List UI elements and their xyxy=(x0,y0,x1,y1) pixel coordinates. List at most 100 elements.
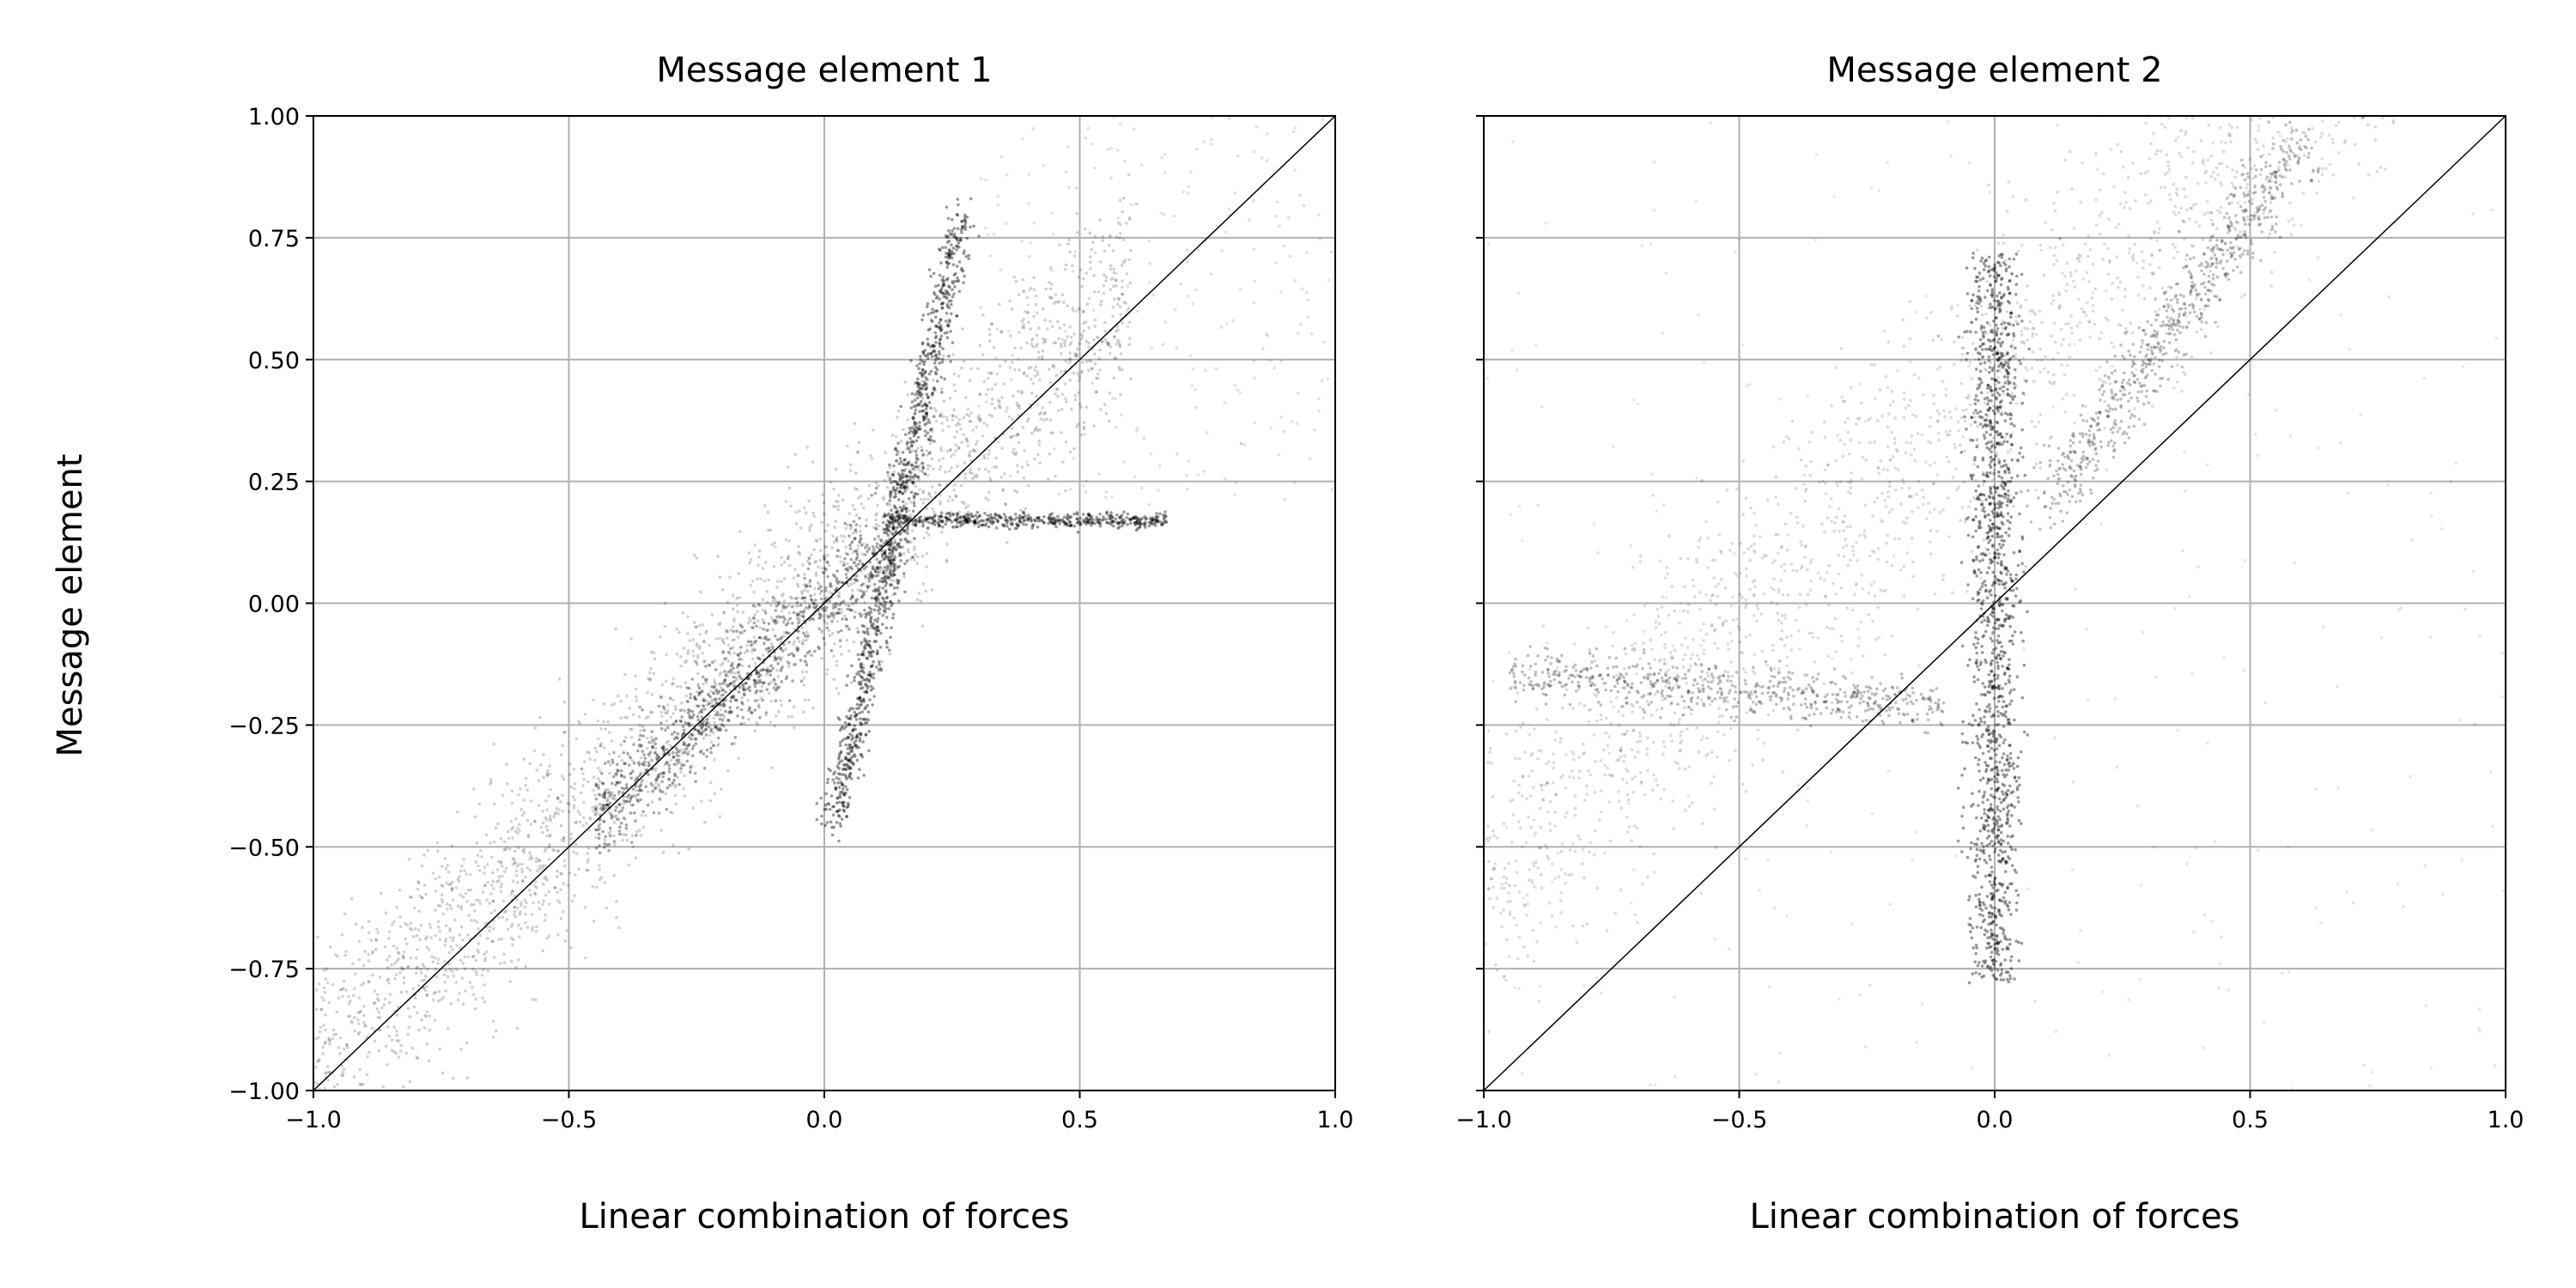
data-point xyxy=(866,686,870,690)
data-point xyxy=(598,826,602,830)
data-point xyxy=(702,736,706,740)
data-point xyxy=(723,703,726,707)
data-point xyxy=(802,610,805,614)
data-point xyxy=(888,652,892,656)
data-point xyxy=(650,710,654,714)
data-point xyxy=(756,678,760,683)
data-point xyxy=(880,552,884,556)
data-point xyxy=(899,559,902,562)
data-point xyxy=(817,586,821,591)
data-point xyxy=(895,526,898,530)
data-point xyxy=(1113,356,1116,361)
data-point xyxy=(686,652,690,655)
data-point xyxy=(807,606,811,610)
data-point xyxy=(836,630,841,634)
data-point xyxy=(680,734,684,738)
data-point xyxy=(787,465,790,469)
data-point xyxy=(324,1013,327,1017)
data-point xyxy=(756,675,761,679)
data-point xyxy=(500,937,504,941)
data-point xyxy=(704,724,708,727)
data-point xyxy=(735,604,739,607)
data-point xyxy=(323,1072,327,1075)
data-point xyxy=(644,785,647,788)
data-point xyxy=(838,808,841,812)
data-point xyxy=(752,635,756,639)
data-point xyxy=(739,708,744,712)
data-point xyxy=(732,671,735,675)
data-point xyxy=(951,414,955,418)
data-point xyxy=(939,500,942,503)
data-point xyxy=(348,1002,351,1005)
data-point xyxy=(588,816,592,820)
data-point xyxy=(757,635,762,640)
data-point xyxy=(905,510,908,513)
data-point xyxy=(801,563,805,567)
data-point xyxy=(1082,421,1086,424)
data-point xyxy=(872,640,877,643)
data-point xyxy=(806,567,811,571)
data-point xyxy=(867,730,871,733)
data-point xyxy=(926,354,929,357)
data-point xyxy=(325,967,329,970)
data-point xyxy=(1119,222,1122,227)
data-point xyxy=(588,757,592,761)
data-point xyxy=(1013,368,1017,372)
data-point xyxy=(752,617,756,620)
data-point xyxy=(876,617,880,621)
data-point xyxy=(548,843,551,847)
data-point xyxy=(732,593,735,598)
data-point xyxy=(620,769,623,773)
data-point xyxy=(651,789,654,793)
data-point xyxy=(1104,411,1109,416)
data-point xyxy=(835,538,838,542)
data-point xyxy=(848,534,851,538)
data-point xyxy=(373,1001,377,1005)
data-point xyxy=(600,781,605,785)
data-point xyxy=(529,823,533,826)
data-point xyxy=(910,529,914,532)
data-point xyxy=(878,611,881,616)
data-point xyxy=(595,784,598,787)
data-point xyxy=(998,515,1001,519)
data-point xyxy=(696,729,701,732)
data-point xyxy=(553,812,556,817)
data-point xyxy=(516,846,520,849)
data-point xyxy=(796,605,800,608)
data-point xyxy=(824,589,828,592)
data-point xyxy=(860,502,864,506)
data-point xyxy=(947,293,951,297)
data-point xyxy=(840,611,844,614)
data-point xyxy=(405,923,410,927)
data-point xyxy=(933,490,938,495)
data-point xyxy=(957,421,960,425)
data-point xyxy=(671,722,675,726)
data-point xyxy=(499,885,502,889)
data-point xyxy=(835,536,839,539)
data-point xyxy=(685,759,690,763)
data-point xyxy=(860,595,864,599)
data-point xyxy=(865,656,869,659)
data-point xyxy=(375,997,380,1000)
data-point xyxy=(835,581,840,586)
data-point xyxy=(616,769,619,772)
data-point xyxy=(957,289,962,294)
data-point xyxy=(704,665,708,668)
data-point xyxy=(982,380,987,384)
data-point xyxy=(714,726,717,730)
data-point xyxy=(884,451,887,454)
data-point xyxy=(756,603,761,606)
data-point xyxy=(941,301,945,305)
data-point xyxy=(824,545,828,550)
data-point xyxy=(709,746,713,750)
data-point xyxy=(694,697,698,702)
data-point xyxy=(921,501,926,505)
data-point xyxy=(456,810,459,814)
data-point xyxy=(641,725,645,728)
data-point xyxy=(671,783,674,787)
data-point xyxy=(884,639,889,643)
data-point xyxy=(720,587,725,592)
data-point xyxy=(418,938,422,942)
data-point xyxy=(611,758,614,762)
data-point xyxy=(847,803,850,807)
